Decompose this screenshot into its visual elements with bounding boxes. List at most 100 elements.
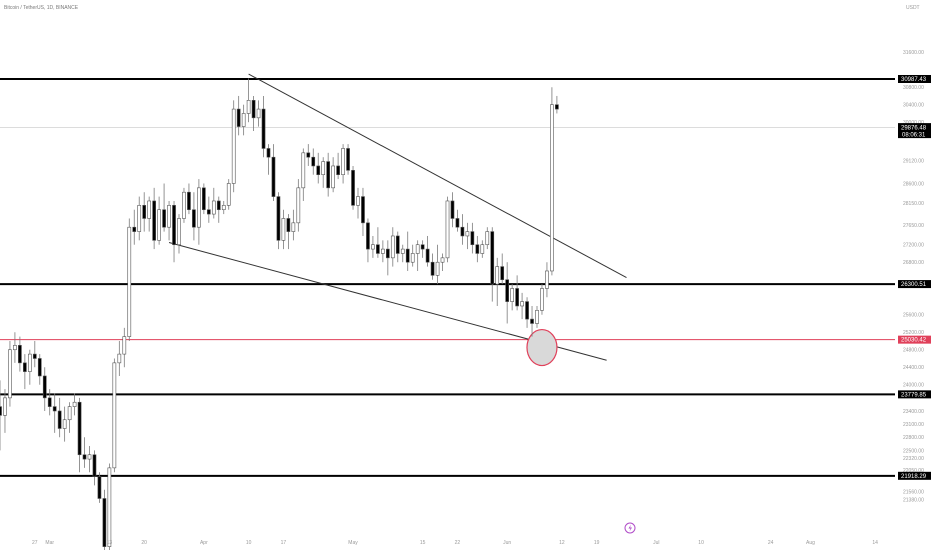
candle[interactable]: [77, 397, 82, 473]
candle[interactable]: [510, 284, 514, 311]
candle[interactable]: [37, 354, 42, 385]
candle[interactable]: [142, 192, 147, 232]
candle[interactable]: [316, 152, 321, 184]
candle[interactable]: [102, 489, 107, 550]
candle[interactable]: [341, 144, 345, 184]
candle[interactable]: [346, 144, 350, 175]
candle[interactable]: [545, 262, 549, 298]
candle[interactable]: [8, 340, 12, 407]
candle[interactable]: [251, 95, 256, 131]
candle[interactable]: [187, 183, 191, 215]
candle[interactable]: [0, 380, 2, 451]
candle[interactable]: [485, 227, 490, 250]
candle[interactable]: [525, 297, 529, 328]
candle[interactable]: [127, 218, 132, 341]
candle[interactable]: [495, 257, 500, 306]
candle[interactable]: [425, 235, 430, 267]
candle[interactable]: [211, 187, 216, 219]
candle[interactable]: [410, 244, 415, 267]
candle[interactable]: [535, 305, 539, 328]
candle[interactable]: [366, 218, 370, 263]
candle[interactable]: [480, 240, 485, 258]
candle[interactable]: [216, 196, 221, 223]
candle[interactable]: [182, 187, 186, 223]
candle[interactable]: [256, 100, 261, 127]
candle[interactable]: [465, 222, 470, 250]
candle[interactable]: [3, 389, 7, 433]
candle[interactable]: [246, 78, 251, 123]
candle[interactable]: [192, 192, 196, 241]
candle[interactable]: [420, 240, 425, 258]
candle[interactable]: [62, 406, 67, 442]
candle[interactable]: [385, 240, 390, 276]
candle[interactable]: [371, 235, 375, 258]
candle[interactable]: [117, 340, 122, 376]
candle[interactable]: [226, 179, 231, 210]
candle[interactable]: [206, 196, 211, 223]
candle[interactable]: [221, 200, 226, 215]
candle[interactable]: [520, 292, 524, 320]
candle[interactable]: [172, 200, 176, 263]
candle[interactable]: [132, 209, 137, 245]
candle[interactable]: [435, 244, 440, 285]
candle[interactable]: [197, 179, 201, 245]
candle[interactable]: [112, 358, 117, 473]
candle[interactable]: [47, 389, 52, 416]
candle[interactable]: [450, 192, 455, 228]
candle[interactable]: [13, 332, 17, 363]
candle[interactable]: [82, 437, 87, 468]
candle[interactable]: [167, 200, 171, 241]
candle[interactable]: [440, 253, 445, 271]
candle[interactable]: [515, 275, 519, 311]
candle[interactable]: [87, 445, 92, 473]
candle[interactable]: [326, 152, 331, 197]
candle[interactable]: [555, 95, 559, 114]
candle[interactable]: [236, 95, 241, 136]
candle[interactable]: [157, 196, 161, 245]
candle[interactable]: [162, 183, 166, 232]
candle[interactable]: [381, 240, 385, 263]
candle[interactable]: [23, 354, 27, 390]
candle[interactable]: [455, 209, 460, 232]
candle[interactable]: [400, 244, 405, 263]
candle[interactable]: [530, 305, 534, 337]
candle[interactable]: [505, 262, 510, 324]
candle[interactable]: [550, 87, 554, 276]
candle[interactable]: [97, 472, 102, 503]
candle[interactable]: [306, 144, 311, 166]
candle[interactable]: [241, 104, 246, 136]
candle[interactable]: [42, 367, 47, 411]
candle[interactable]: [107, 463, 112, 550]
candle[interactable]: [177, 214, 181, 254]
candle[interactable]: [32, 340, 37, 368]
candle[interactable]: [351, 165, 355, 210]
candle[interactable]: [286, 214, 291, 250]
candle[interactable]: [540, 284, 544, 315]
candle[interactable]: [475, 235, 480, 263]
candle[interactable]: [147, 196, 152, 232]
candle[interactable]: [152, 187, 156, 250]
candle[interactable]: [27, 349, 32, 385]
candle[interactable]: [261, 95, 266, 158]
candle[interactable]: [430, 253, 435, 280]
candle[interactable]: [72, 393, 77, 416]
candle[interactable]: [122, 327, 127, 368]
lightning-icon[interactable]: [624, 522, 636, 534]
candle[interactable]: [331, 157, 335, 193]
candle[interactable]: [311, 148, 316, 175]
candle[interactable]: [281, 209, 286, 250]
candle[interactable]: [18, 336, 22, 372]
candle[interactable]: [291, 209, 296, 241]
candle[interactable]: [405, 231, 410, 271]
candle[interactable]: [470, 222, 475, 254]
candle[interactable]: [137, 196, 142, 241]
candle[interactable]: [500, 253, 505, 285]
candle[interactable]: [321, 157, 326, 188]
candle[interactable]: [67, 402, 72, 433]
trendline[interactable]: [248, 73, 627, 278]
candle[interactable]: [231, 100, 236, 193]
candle[interactable]: [361, 187, 365, 236]
candle[interactable]: [460, 214, 465, 245]
candle[interactable]: [276, 192, 281, 250]
